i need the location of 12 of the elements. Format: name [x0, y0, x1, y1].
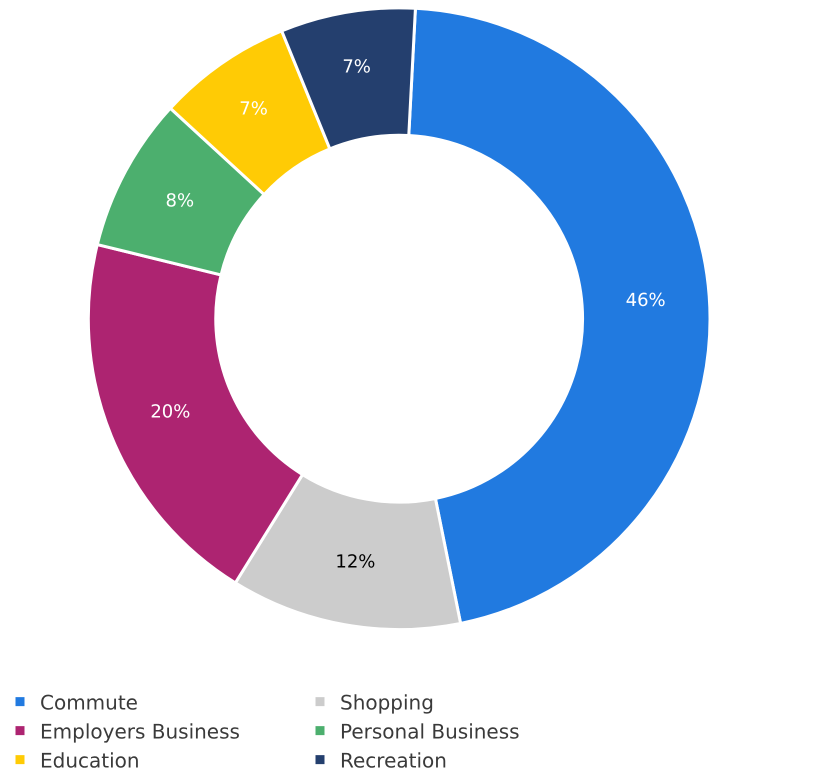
data-label: 12%	[335, 551, 376, 572]
legend-label: Recreation	[340, 748, 447, 772]
data-label: 7%	[239, 98, 268, 120]
legend-label: Employers Business	[40, 719, 240, 744]
legend-label: Personal Business	[340, 719, 520, 744]
data-label: 46%	[626, 290, 666, 312]
legend-label: Education	[40, 748, 140, 772]
data-label: 7%	[342, 56, 371, 78]
data-label: 20%	[150, 402, 190, 423]
legend-label: Commute	[40, 690, 138, 714]
data-label: 8%	[165, 190, 194, 212]
legend-label: Shopping	[340, 690, 434, 714]
